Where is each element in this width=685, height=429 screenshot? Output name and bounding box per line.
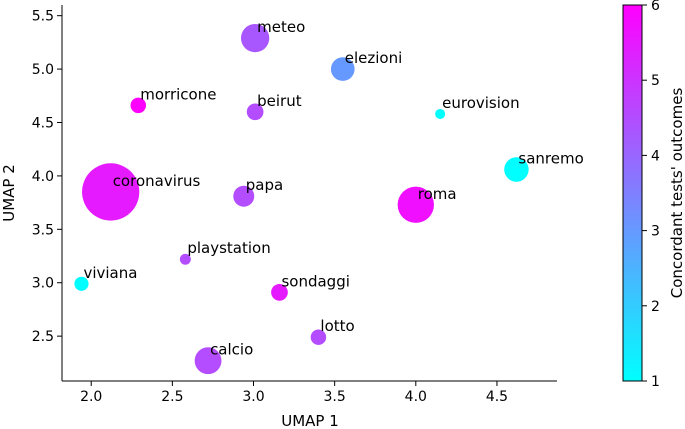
point-roma <box>397 186 434 223</box>
point-coronavirus <box>82 163 140 221</box>
x-tick-label: 4.5 <box>486 389 508 405</box>
point-label-coronavirus: coronavirus <box>113 172 201 190</box>
point-lotto <box>310 329 327 345</box>
y-tick-label: 3.0 <box>32 276 54 292</box>
point-eurovision <box>435 108 446 119</box>
point-label-eurovision: eurovision <box>442 94 519 112</box>
point-sanremo <box>504 157 529 182</box>
point-label-calcio: calcio <box>210 341 253 359</box>
colorbar-gradient <box>622 4 643 382</box>
point-papa <box>233 185 255 207</box>
point-viviana <box>74 276 89 291</box>
point-elezioni <box>330 57 355 81</box>
y-tick-label: 3.5 <box>32 222 54 238</box>
point-label-papa: papa <box>246 176 283 194</box>
point-label-roma: roma <box>418 185 457 203</box>
x-tick-label: 2.5 <box>161 389 183 405</box>
y-tick-label: 4.0 <box>32 169 54 185</box>
x-axis-label: UMAP 1 <box>281 412 339 429</box>
y-tick-label: 4.5 <box>32 116 54 132</box>
colorbar-tick-label: 1 <box>651 374 660 390</box>
colorbar-tick-label: 5 <box>651 73 660 89</box>
point-sondaggi <box>271 283 288 301</box>
colorbar-ticks: 1 2 3 4 5 6 <box>642 0 660 390</box>
y-tick-label: 5.5 <box>32 9 54 25</box>
colorbar-tick-label: 6 <box>651 0 660 14</box>
y-axis-ticks: 2.5 3.0 3.5 4.0 4.5 5.0 5.5 <box>32 9 62 345</box>
point-label-morricone: morricone <box>140 85 216 103</box>
colorbar-tick-label: 3 <box>651 224 660 240</box>
scatter-points <box>74 23 529 375</box>
plot-axes <box>61 5 557 382</box>
point-playstation <box>179 253 191 265</box>
colorbar-label: Concordant tests' outcomes <box>668 88 685 299</box>
point-label-lotto: lotto <box>320 317 354 335</box>
colorbar: 1 2 3 4 5 6 Concordant tests' outcomes <box>622 0 685 390</box>
point-morricone <box>130 97 147 114</box>
point-label-sanremo: sanremo <box>518 150 583 168</box>
point-label-elezioni: elezioni <box>345 49 403 67</box>
y-axis-label: UMAP 2 <box>0 164 18 222</box>
point-meteo <box>240 23 270 53</box>
x-tick-label: 3.5 <box>324 389 346 405</box>
point-label-beirut: beirut <box>257 92 302 110</box>
colorbar-tick-label: 2 <box>651 299 660 315</box>
colorbar-tick-label: 4 <box>651 148 660 164</box>
x-tick-label: 4.0 <box>405 389 427 405</box>
point-label-meteo: meteo <box>257 18 305 36</box>
x-axis-ticks: 2.0 2.5 3.0 3.5 4.0 4.5 <box>80 381 508 405</box>
point-labels: meteo elezioni morricone beirut eurovision sa… <box>83 18 583 359</box>
x-tick-label: 2.0 <box>80 389 102 405</box>
y-tick-label: 2.5 <box>32 329 54 345</box>
point-label-playstation: playstation <box>187 239 270 257</box>
point-label-sondaggi: sondaggi <box>281 272 349 290</box>
x-tick-label: 3.0 <box>242 389 264 405</box>
y-tick-label: 5.0 <box>32 62 54 78</box>
point-beirut <box>246 103 264 121</box>
point-calcio <box>194 347 222 375</box>
point-label-viviana: viviana <box>83 264 137 282</box>
